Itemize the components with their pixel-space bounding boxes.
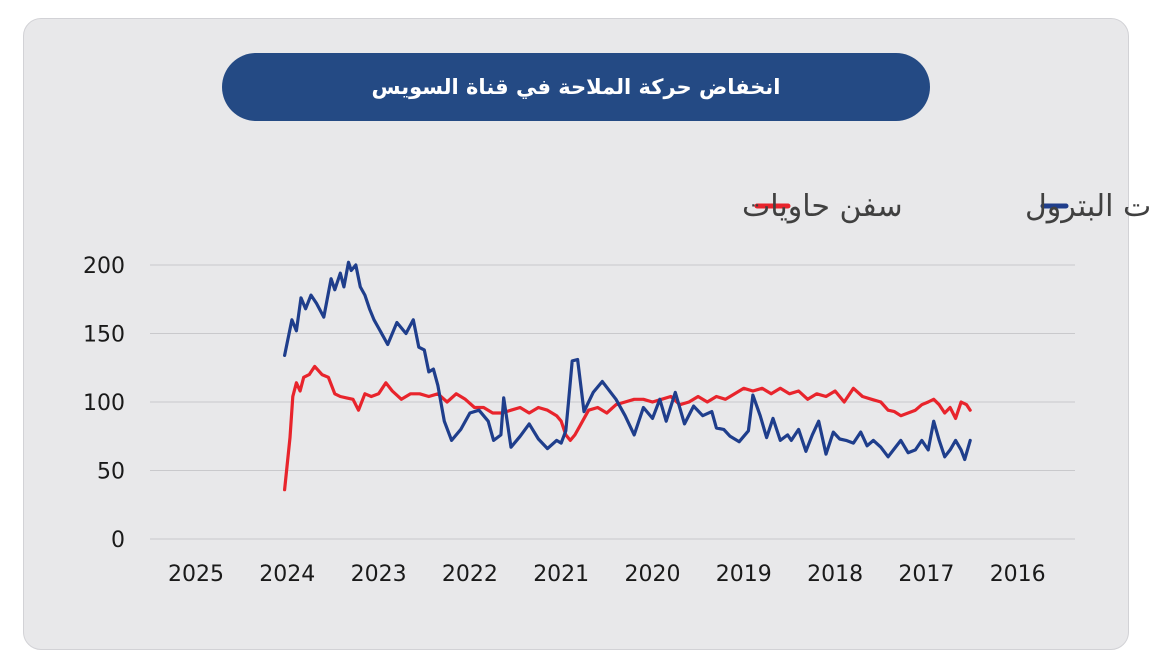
series-lines <box>283 260 972 492</box>
x-tick-label: 2017 <box>898 562 954 587</box>
legend-label-container: سفن حاويات <box>742 189 903 224</box>
x-tick-label: 2025 <box>168 562 224 587</box>
x-tick-label: 2020 <box>625 562 681 587</box>
x-tick-label: 2018 <box>807 562 863 587</box>
x-tick-label: 2016 <box>990 562 1046 587</box>
y-tick-label: 150 <box>83 323 125 348</box>
y-tick-label: 0 <box>111 528 125 553</box>
x-tick-label: 2021 <box>533 562 589 587</box>
x-tick-label: 2022 <box>442 562 498 587</box>
x-tick-label: 2019 <box>716 562 772 587</box>
series-line-oil-tankers <box>283 260 972 462</box>
gridlines <box>150 264 1075 540</box>
x-tick-label: 2024 <box>259 562 315 587</box>
x-tick-label: 2023 <box>351 562 407 587</box>
legend-label-oil: ناقلات البترول <box>1025 189 1152 224</box>
legend: ناقلات البترول سفن حاويات <box>742 189 1152 224</box>
y-tick-label: 200 <box>83 254 125 279</box>
y-tick-label: 50 <box>97 460 125 485</box>
series-line-container-ships <box>283 364 972 492</box>
x-axis-ticks: 2025 2024 2023 2022 2021 2020 2019 2018 2017 2016 <box>168 562 1046 587</box>
y-axis-ticks: 200 150 100 50 0 <box>83 254 125 553</box>
chart-title: انخفاض حركة الملاحة في قناة السويس <box>222 53 930 121</box>
y-tick-label: 100 <box>83 391 125 416</box>
